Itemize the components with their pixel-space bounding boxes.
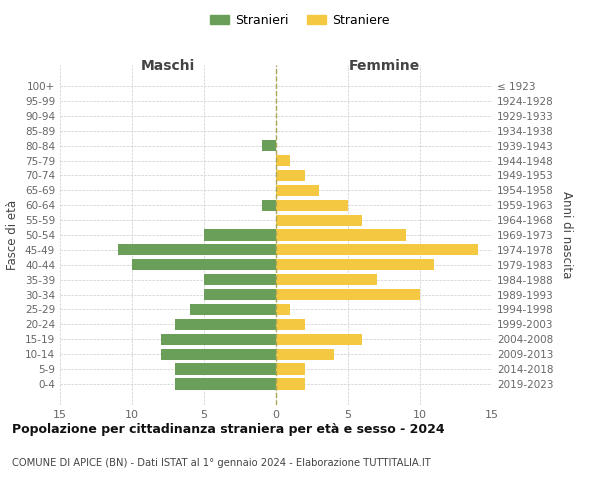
Bar — [276, 200, 348, 211]
Y-axis label: Anni di nascita: Anni di nascita — [560, 192, 573, 278]
Bar — [276, 155, 290, 166]
Bar — [276, 364, 305, 374]
Bar — [161, 334, 276, 345]
Legend: Stranieri, Straniere: Stranieri, Straniere — [205, 8, 395, 32]
Bar — [276, 348, 334, 360]
Bar — [262, 140, 276, 151]
Y-axis label: Fasce di età: Fasce di età — [7, 200, 19, 270]
Text: Maschi: Maschi — [141, 58, 195, 72]
Bar — [190, 304, 276, 315]
Text: COMUNE DI APICE (BN) - Dati ISTAT al 1° gennaio 2024 - Elaborazione TUTTITALIA.I: COMUNE DI APICE (BN) - Dati ISTAT al 1° … — [12, 458, 431, 468]
Bar — [276, 259, 434, 270]
Bar — [276, 244, 478, 256]
Bar — [276, 170, 305, 181]
Text: Femmine: Femmine — [349, 58, 419, 72]
Text: Popolazione per cittadinanza straniera per età e sesso - 2024: Popolazione per cittadinanza straniera p… — [12, 422, 445, 436]
Bar — [262, 200, 276, 211]
Bar — [118, 244, 276, 256]
Bar — [276, 304, 290, 315]
Bar — [276, 319, 305, 330]
Bar — [132, 259, 276, 270]
Bar — [175, 364, 276, 374]
Bar — [276, 184, 319, 196]
Bar — [204, 274, 276, 285]
Bar — [161, 348, 276, 360]
Bar — [276, 214, 362, 226]
Bar — [276, 230, 406, 240]
Bar — [204, 230, 276, 240]
Bar — [276, 274, 377, 285]
Bar — [276, 378, 305, 390]
Bar — [175, 378, 276, 390]
Bar — [276, 289, 420, 300]
Bar — [276, 334, 362, 345]
Bar — [175, 319, 276, 330]
Bar — [204, 289, 276, 300]
